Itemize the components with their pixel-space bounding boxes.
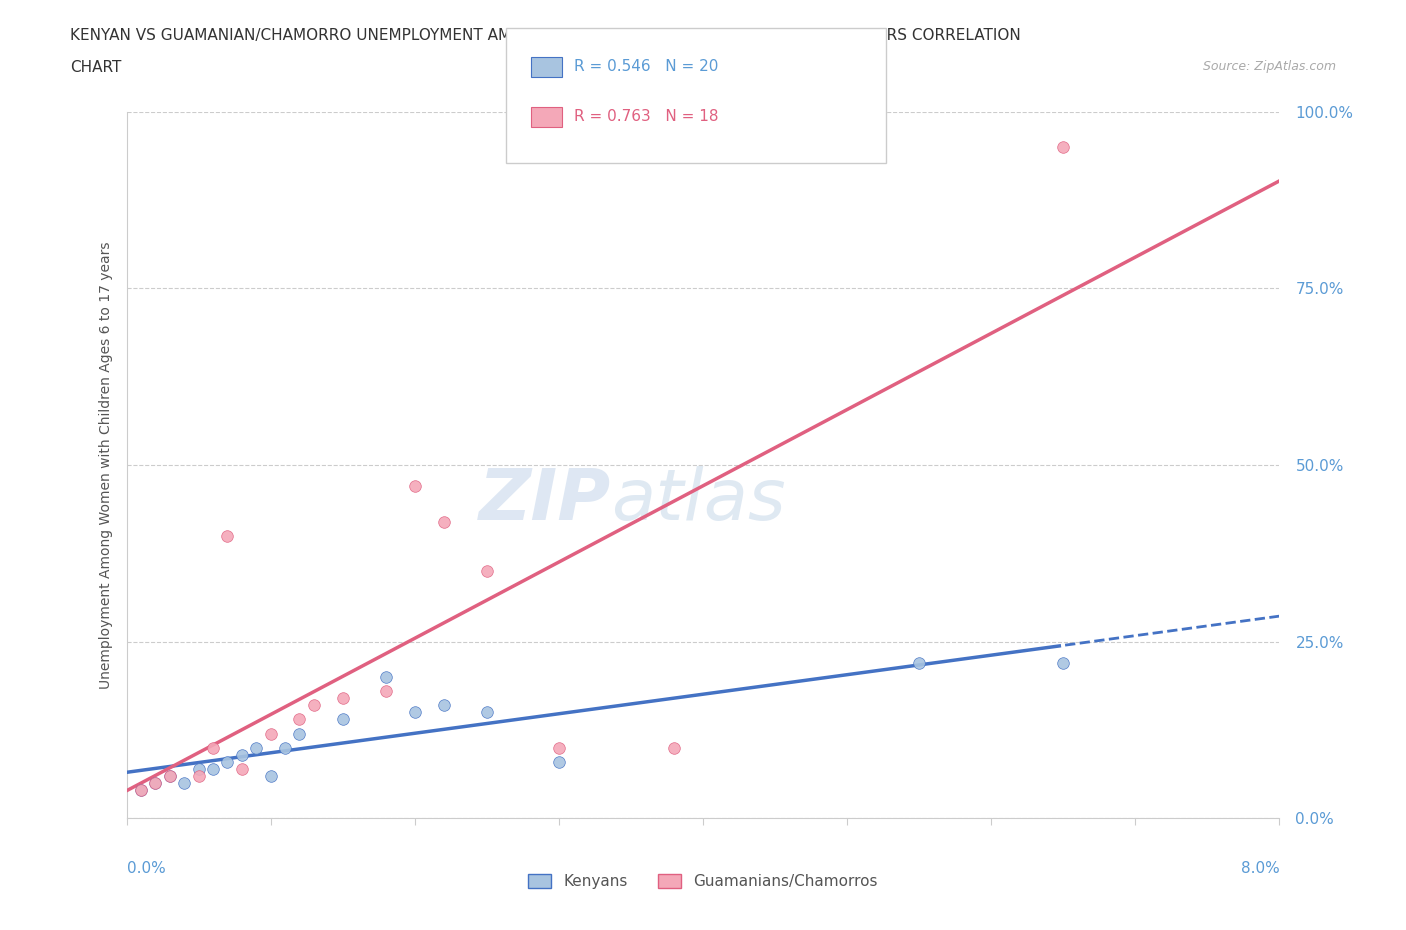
Point bbox=[288, 712, 311, 727]
Text: ZIP: ZIP bbox=[478, 466, 610, 535]
Point bbox=[1052, 656, 1074, 671]
Y-axis label: Unemployment Among Women with Children Ages 6 to 17 years: Unemployment Among Women with Children A… bbox=[98, 241, 112, 689]
Text: 0.0%: 0.0% bbox=[127, 861, 166, 876]
Point bbox=[374, 670, 396, 684]
Point bbox=[145, 776, 166, 790]
Text: CHART: CHART bbox=[70, 60, 122, 75]
Text: 8.0%: 8.0% bbox=[1240, 861, 1279, 876]
Point bbox=[433, 514, 456, 529]
Point bbox=[145, 776, 166, 790]
Point bbox=[332, 691, 354, 706]
Point bbox=[288, 726, 311, 741]
Text: atlas: atlas bbox=[610, 466, 786, 535]
Text: KENYAN VS GUAMANIAN/CHAMORRO UNEMPLOYMENT AMONG WOMEN WITH CHILDREN AGES 6 TO 17: KENYAN VS GUAMANIAN/CHAMORRO UNEMPLOYMEN… bbox=[70, 28, 1021, 43]
Point bbox=[202, 762, 225, 777]
Point bbox=[217, 754, 239, 769]
Point bbox=[159, 768, 181, 783]
Point bbox=[475, 564, 498, 578]
Point bbox=[129, 783, 152, 798]
Point bbox=[129, 783, 152, 798]
Point bbox=[433, 698, 456, 712]
Point bbox=[231, 748, 253, 763]
Point bbox=[173, 776, 195, 790]
Text: R = 0.546   N = 20: R = 0.546 N = 20 bbox=[574, 59, 718, 73]
Text: R = 0.763   N = 18: R = 0.763 N = 18 bbox=[574, 109, 718, 124]
Point bbox=[187, 768, 209, 783]
Point bbox=[259, 726, 281, 741]
Point bbox=[159, 768, 181, 783]
Legend: Kenyans, Guamanians/Chamorros: Kenyans, Guamanians/Chamorros bbox=[522, 869, 884, 896]
Point bbox=[404, 705, 426, 720]
Point bbox=[274, 740, 297, 755]
Point bbox=[259, 768, 281, 783]
Point bbox=[547, 754, 569, 769]
Point bbox=[245, 740, 267, 755]
Point bbox=[332, 712, 354, 727]
Point bbox=[404, 479, 426, 494]
Point bbox=[231, 762, 253, 777]
Point bbox=[1052, 140, 1074, 154]
Point bbox=[475, 705, 498, 720]
Point bbox=[302, 698, 325, 712]
Point bbox=[187, 762, 209, 777]
Point bbox=[547, 740, 569, 755]
Text: Source: ZipAtlas.com: Source: ZipAtlas.com bbox=[1202, 60, 1336, 73]
Point bbox=[908, 656, 931, 671]
Point bbox=[664, 740, 686, 755]
Point bbox=[217, 528, 239, 543]
Point bbox=[202, 740, 225, 755]
Point bbox=[374, 684, 396, 698]
